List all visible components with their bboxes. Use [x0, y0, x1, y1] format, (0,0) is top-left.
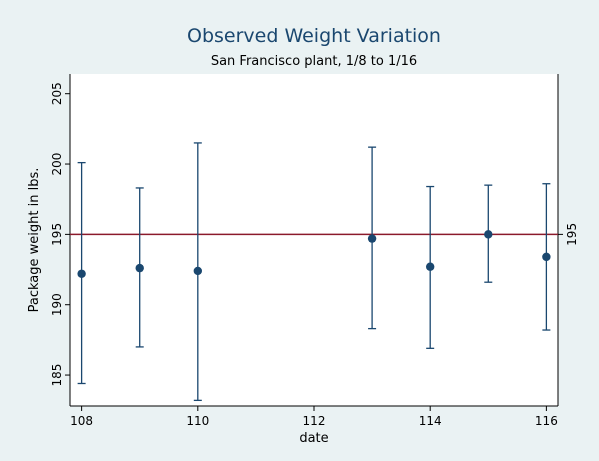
data-point — [367, 146, 377, 330]
y-axis-title: Package weight in lbs. — [27, 168, 42, 313]
y-tick-label: 205 — [50, 82, 64, 105]
x-tick-label: 108 — [70, 414, 93, 428]
point-marker — [542, 252, 551, 262]
data-point — [542, 183, 551, 331]
data-point — [77, 161, 86, 385]
x-tick-label: 112 — [303, 414, 326, 428]
point-marker — [193, 266, 203, 276]
point-marker — [484, 230, 493, 239]
data-point — [484, 184, 493, 283]
y-axis-left: 185 190 195 200 205 — [50, 74, 71, 406]
plot-area — [70, 74, 558, 406]
chart-subtitle: San Francisco plant, 1/8 to 1/16 — [211, 54, 417, 69]
point-marker — [135, 263, 144, 273]
point-marker — [367, 234, 377, 243]
chart-title: Observed Weight Variation — [187, 25, 441, 47]
data-point — [193, 142, 203, 402]
data-point — [425, 185, 435, 349]
x-tick-label: 116 — [535, 414, 558, 428]
data-points — [77, 142, 551, 402]
point-marker — [425, 262, 435, 271]
x-axis-title: date — [299, 431, 328, 446]
x-tick-label: 110 — [186, 414, 209, 428]
y-tick-label: 190 — [50, 293, 64, 316]
y-tick-label: 195 — [50, 223, 64, 246]
x-axis: 108 110 112 114 116 — [70, 405, 558, 428]
y-tick-label: 185 — [50, 364, 64, 387]
y-axis-right: 195 — [557, 74, 579, 406]
x-tick-label: 114 — [419, 414, 442, 428]
point-marker — [77, 269, 86, 278]
data-point — [135, 187, 144, 348]
y-tick-label: 200 — [50, 153, 64, 176]
reference-line-label: 195 — [565, 223, 579, 246]
